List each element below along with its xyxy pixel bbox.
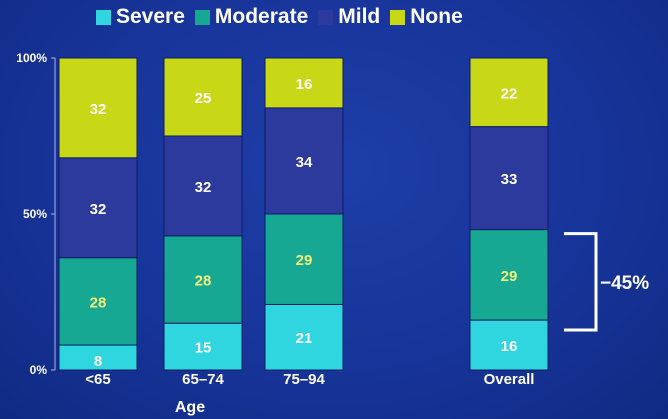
bar-segment-mild: [264, 107, 344, 215]
legend-label: Mild: [338, 5, 381, 28]
data-label: 32: [90, 201, 107, 218]
bar-segment-severe: [163, 322, 243, 371]
data-label: 32: [195, 179, 212, 196]
y-tick-label: 0%: [30, 363, 48, 377]
x-tick-label: 75–94: [283, 371, 325, 388]
bar-segment-mild: [58, 157, 138, 259]
data-label: 22: [501, 85, 518, 102]
data-label: 16: [501, 338, 518, 355]
legend-swatch: [194, 9, 210, 25]
legend-label: None: [410, 5, 463, 28]
legend-swatch: [390, 9, 406, 25]
data-label: 34: [296, 154, 313, 171]
data-label: 29: [296, 252, 313, 269]
x-tick-label: Overall: [484, 371, 535, 388]
legend-item-mild: Mild: [318, 5, 380, 29]
legend: Severe Moderate Mild None: [96, 2, 463, 32]
data-label: 8: [94, 353, 102, 370]
bar-segment-severe: [469, 319, 549, 371]
bar-segment-moderate: [58, 257, 138, 346]
bar-segment-severe: [264, 303, 344, 371]
x-axis-title: Age: [175, 399, 205, 416]
legend-label: Severe: [116, 5, 185, 28]
bracket: [564, 232, 598, 332]
legend-item-moderate: Moderate: [194, 5, 309, 29]
data-label: 15: [195, 340, 212, 357]
bar-segment-none: [163, 57, 243, 137]
data-label: 28: [90, 294, 107, 311]
x-tick-label: <65: [85, 371, 110, 388]
bar-segment-severe: [58, 344, 138, 371]
legend-swatch: [318, 9, 334, 25]
legend-swatch: [96, 9, 111, 25]
y-tick-label: 50%: [23, 207, 47, 221]
legend-item-severe: Severe: [96, 5, 185, 29]
bar-segment-none: [58, 57, 138, 159]
x-tick-label: 65–74: [182, 371, 224, 388]
data-label: 32: [90, 101, 107, 118]
data-label: 16: [296, 76, 313, 93]
bar-segment-none: [264, 57, 344, 109]
legend-label: Moderate: [214, 5, 309, 28]
bar-segment-none: [469, 57, 549, 128]
bar-segment-mild: [163, 135, 243, 237]
data-label: 29: [501, 268, 518, 285]
bar-segment-mild: [469, 126, 549, 231]
data-label: 21: [296, 330, 313, 347]
bar-segment-moderate: [469, 229, 549, 321]
annotation-label: −45%: [600, 273, 649, 294]
bar-segment-moderate: [163, 235, 243, 324]
data-label: 28: [195, 273, 212, 290]
y-tick-label: 100%: [16, 51, 47, 65]
data-label: 33: [501, 171, 518, 188]
legend-item-none: None: [390, 5, 463, 29]
data-label: 25: [195, 90, 212, 107]
